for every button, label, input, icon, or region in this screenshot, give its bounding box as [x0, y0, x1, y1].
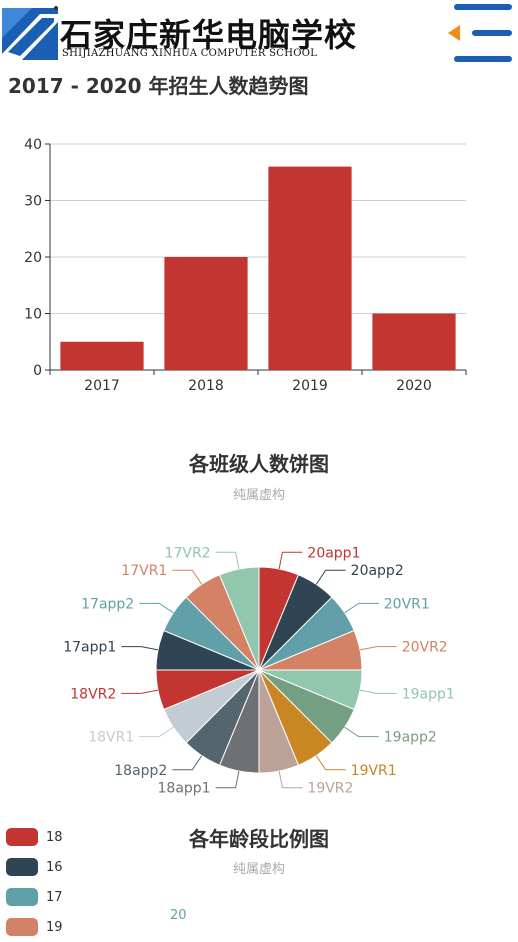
pie-label: 17app1 — [63, 640, 116, 656]
age-chart-partial-label: 20 — [170, 908, 187, 923]
x-tick-label: 2020 — [396, 378, 432, 394]
school-name-en: SHIJIAZHUANG XINHUA COMPUTER SCHOOL — [62, 48, 318, 59]
pie-label: 17app2 — [81, 596, 134, 612]
legend-item[interactable]: 16 — [6, 852, 63, 882]
pie-chart-subtitle: 纯属虚构 — [232, 488, 285, 503]
class-size-pie-chart: 20app1 20app2 20VR1 20VR2 19app1 19app2 19VR1 1… — [63, 545, 455, 797]
pie-label-line — [215, 551, 240, 570]
legend-swatch — [6, 918, 38, 936]
bar — [372, 313, 456, 370]
pie-label: 20app2 — [351, 563, 404, 579]
pie-label: 19VR2 — [307, 781, 353, 797]
pie-chart-title: 各班级人数饼图 — [189, 452, 329, 476]
pie-label-line — [315, 569, 346, 585]
age-chart-legend: 18 16 17 19 — [6, 822, 63, 942]
legend-label: 16 — [46, 859, 63, 875]
enrollment-bar-chart: 0 10 20 30 40 2017 2018 2019 2020 — [24, 137, 467, 394]
y-tick-label: 20 — [24, 250, 42, 266]
page-title: 2017 - 2020 年招生人数趋势图 — [8, 74, 309, 98]
pie-label-line — [121, 689, 159, 694]
x-tick-label: 2017 — [84, 378, 120, 394]
legend-swatch — [6, 858, 38, 876]
legend-label: 19 — [46, 919, 63, 935]
legend-label: 17 — [46, 889, 63, 905]
legend-label: 18 — [46, 829, 63, 845]
pie-label-line — [215, 770, 240, 789]
school-logo-icon — [2, 6, 58, 60]
pie-label: 18VR1 — [88, 730, 134, 746]
y-tick-label: 30 — [24, 194, 42, 210]
pie-label-line — [359, 646, 397, 651]
x-tick-label: 2019 — [292, 378, 328, 394]
y-tick-label: 10 — [24, 307, 42, 323]
bar — [164, 257, 248, 370]
pie-label: 20app1 — [307, 545, 360, 561]
pie-label: 17VR2 — [165, 545, 211, 561]
pie-label-line — [121, 646, 159, 651]
pie-label-line — [172, 569, 203, 585]
pie-label-line — [139, 602, 174, 614]
legend-item[interactable]: 17 — [6, 882, 63, 912]
hamburger-menu-icon[interactable] — [444, 4, 514, 62]
pie-label-line — [344, 602, 379, 614]
pie-label-line — [172, 755, 203, 771]
pie-label-line — [315, 755, 346, 771]
pie-label-line — [359, 689, 397, 694]
pie-label: 18app1 — [158, 781, 211, 797]
pie-label: 17VR1 — [121, 563, 167, 579]
pie-label-line — [344, 726, 379, 738]
age-chart-title: 各年龄段比例图 — [189, 827, 329, 851]
pie-label: 18VR2 — [70, 686, 116, 702]
pie-slice — [218, 566, 260, 671]
legend-item[interactable]: 19 — [6, 912, 63, 942]
school-name-cn: 石家庄新华电脑学校 — [60, 16, 358, 54]
bar — [60, 341, 144, 370]
pie-label: 18app2 — [114, 763, 167, 779]
age-chart-subtitle: 纯属虚构 — [232, 862, 285, 877]
pie-label-line — [278, 770, 303, 789]
pie-label: 20VR1 — [384, 596, 430, 612]
legend-item[interactable]: 18 — [6, 822, 63, 852]
pie-label: 20VR2 — [402, 640, 448, 656]
legend-swatch — [6, 828, 38, 846]
y-tick-label: 0 — [33, 363, 42, 379]
x-tick-label: 2018 — [188, 378, 224, 394]
y-tick-label: 40 — [24, 137, 42, 153]
pie-label: 19VR1 — [351, 763, 397, 779]
bar — [268, 166, 352, 370]
pie-label: 19app1 — [402, 686, 455, 702]
pie-label-line — [139, 726, 174, 738]
legend-swatch — [6, 888, 38, 906]
pie-label: 19app2 — [384, 730, 437, 746]
pie-label-line — [278, 551, 303, 570]
site-header: 石家庄新华电脑学校 SHIJIAZHUANG XINHUA COMPUTER S… — [0, 0, 518, 68]
